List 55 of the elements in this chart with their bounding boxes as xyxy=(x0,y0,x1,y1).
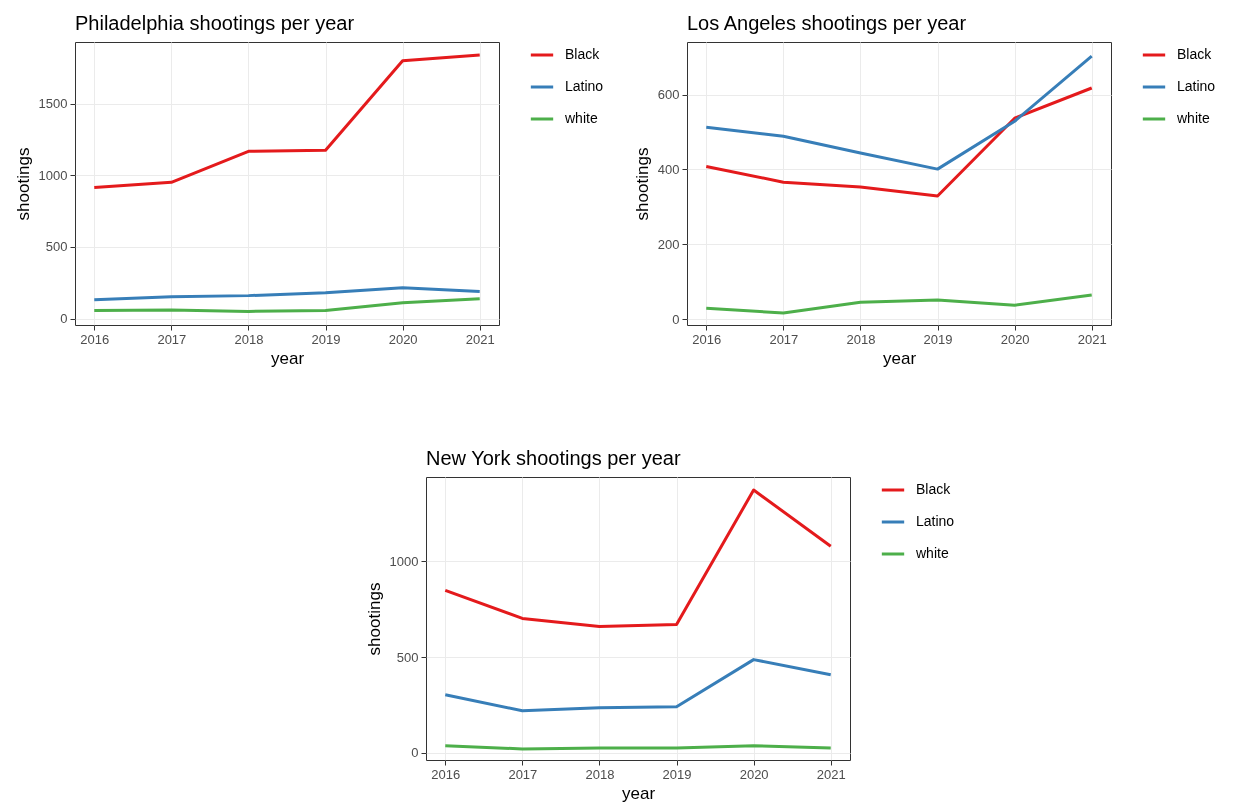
chart-title: Philadelphia shootings per year xyxy=(75,12,355,34)
y-axis-title: shootings xyxy=(632,147,652,221)
legend-label: Latino xyxy=(1177,78,1216,94)
x-tick-label: 2019 xyxy=(923,331,953,347)
x-axis-title: year xyxy=(621,783,656,803)
line-series xyxy=(443,488,833,628)
line-series xyxy=(704,54,1094,171)
x-tick-label: 2021 xyxy=(465,331,495,347)
y-tick-label: 0 xyxy=(60,311,68,327)
x-axis-title: year xyxy=(882,348,917,368)
x-tick-label: 2021 xyxy=(1077,331,1107,347)
line-series xyxy=(704,293,1094,315)
x-tick-label: 2017 xyxy=(157,331,187,347)
x-tick-label: 2020 xyxy=(388,331,418,347)
x-tick-label: 2017 xyxy=(508,766,538,782)
line-series xyxy=(704,86,1094,198)
y-axis-title: shootings xyxy=(13,147,33,221)
legend-label: Black xyxy=(565,46,601,62)
x-tick-label: 2016 xyxy=(80,331,110,347)
line-series xyxy=(443,658,833,713)
x-tick-label: 2020 xyxy=(1000,331,1030,347)
x-tick-label: 2018 xyxy=(585,766,615,782)
y-tick-label: 200 xyxy=(657,236,680,252)
chart-title: Los Angeles shootings per year xyxy=(687,12,967,34)
x-tick-label: 2020 xyxy=(739,766,769,782)
chart-title: New York shootings per year xyxy=(426,447,681,469)
x-tick-label: 2021 xyxy=(816,766,846,782)
x-axis-title: year xyxy=(270,348,305,368)
x-tick-label: 2018 xyxy=(846,331,876,347)
y-tick-label: 600 xyxy=(657,87,680,103)
legend-label: white xyxy=(1176,110,1210,126)
y-axis-title: shootings xyxy=(364,582,384,656)
x-tick-label: 2019 xyxy=(662,766,692,782)
legend-label: Latino xyxy=(916,513,955,529)
y-tick-label: 500 xyxy=(396,649,419,665)
x-tick-label: 2017 xyxy=(769,331,799,347)
y-tick-label: 1500 xyxy=(38,96,68,112)
line-series xyxy=(92,286,482,302)
y-tick-label: 400 xyxy=(657,161,680,177)
legend-label: white xyxy=(915,545,949,561)
y-tick-label: 1000 xyxy=(38,167,68,183)
legend-label: Latino xyxy=(565,78,604,94)
legend-label: Black xyxy=(916,481,952,497)
y-tick-label: 1000 xyxy=(389,553,419,569)
legend-label: Black xyxy=(1177,46,1213,62)
x-tick-label: 2019 xyxy=(311,331,341,347)
line-series xyxy=(92,297,482,313)
y-tick-label: 0 xyxy=(672,311,680,327)
x-tick-label: 2018 xyxy=(234,331,264,347)
y-tick-label: 500 xyxy=(45,239,68,255)
y-tick-label: 0 xyxy=(411,745,419,761)
x-tick-label: 2016 xyxy=(692,331,722,347)
legend-label: white xyxy=(564,110,598,126)
line-series xyxy=(92,53,482,189)
x-tick-label: 2016 xyxy=(431,766,461,782)
